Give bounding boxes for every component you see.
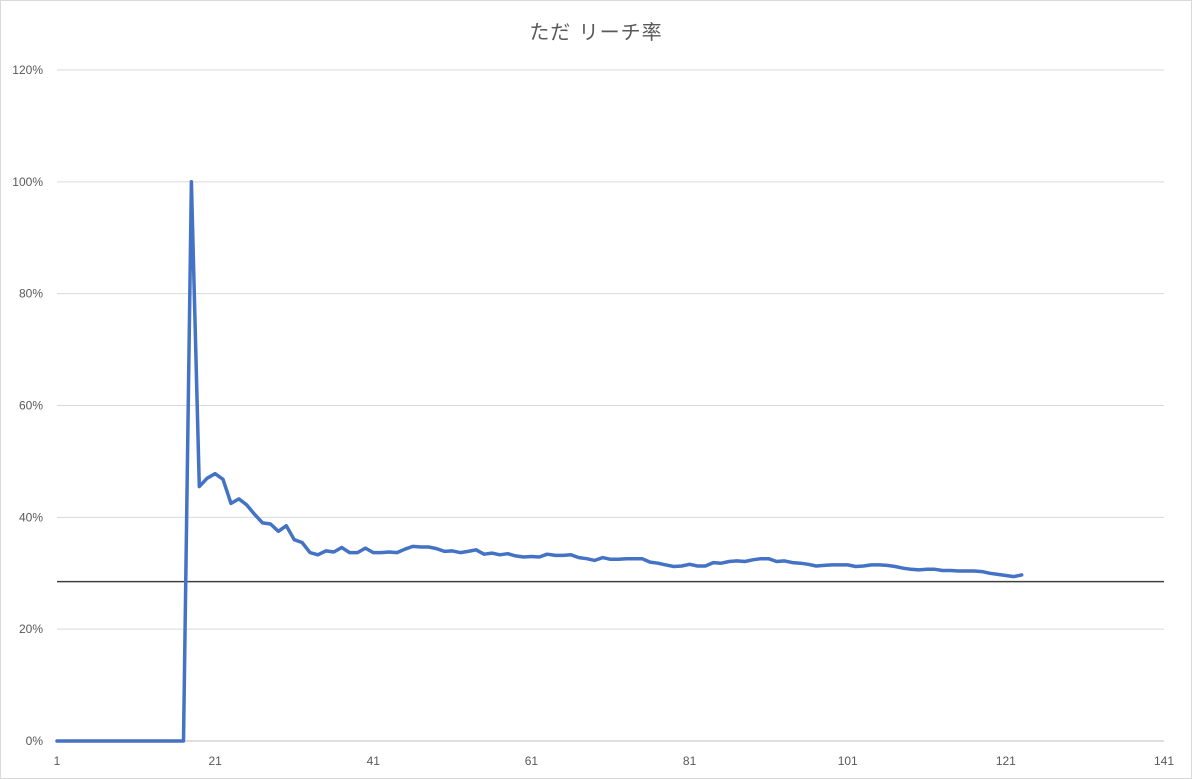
y-tick-label: 20%	[19, 622, 43, 636]
y-tick-label: 60%	[19, 399, 43, 413]
chart-title: ただ リーチ率	[529, 20, 663, 44]
x-tick-label: 121	[996, 754, 1016, 768]
series-layer	[55, 180, 1164, 743]
x-tick-label: 101	[838, 754, 858, 768]
x-axis-ticks: 1 21 41 61 81 101 121 141	[54, 754, 1175, 768]
x-tick-label: 1	[54, 754, 61, 768]
gridlines	[57, 69, 1164, 742]
y-tick-label: 40%	[19, 510, 43, 524]
series-line	[55, 180, 1024, 743]
y-axis-ticks: 0% 20% 40% 60% 80% 100% 120%	[12, 63, 43, 748]
x-tick-label: 21	[208, 754, 222, 768]
y-tick-label: 0%	[26, 734, 44, 748]
y-tick-label: 120%	[12, 63, 43, 77]
y-tick-label: 80%	[19, 287, 43, 301]
x-tick-label: 41	[367, 754, 381, 768]
y-tick-label: 100%	[12, 175, 43, 189]
x-tick-label: 61	[525, 754, 539, 768]
x-tick-label: 141	[1154, 754, 1174, 768]
x-tick-label: 81	[683, 754, 697, 768]
